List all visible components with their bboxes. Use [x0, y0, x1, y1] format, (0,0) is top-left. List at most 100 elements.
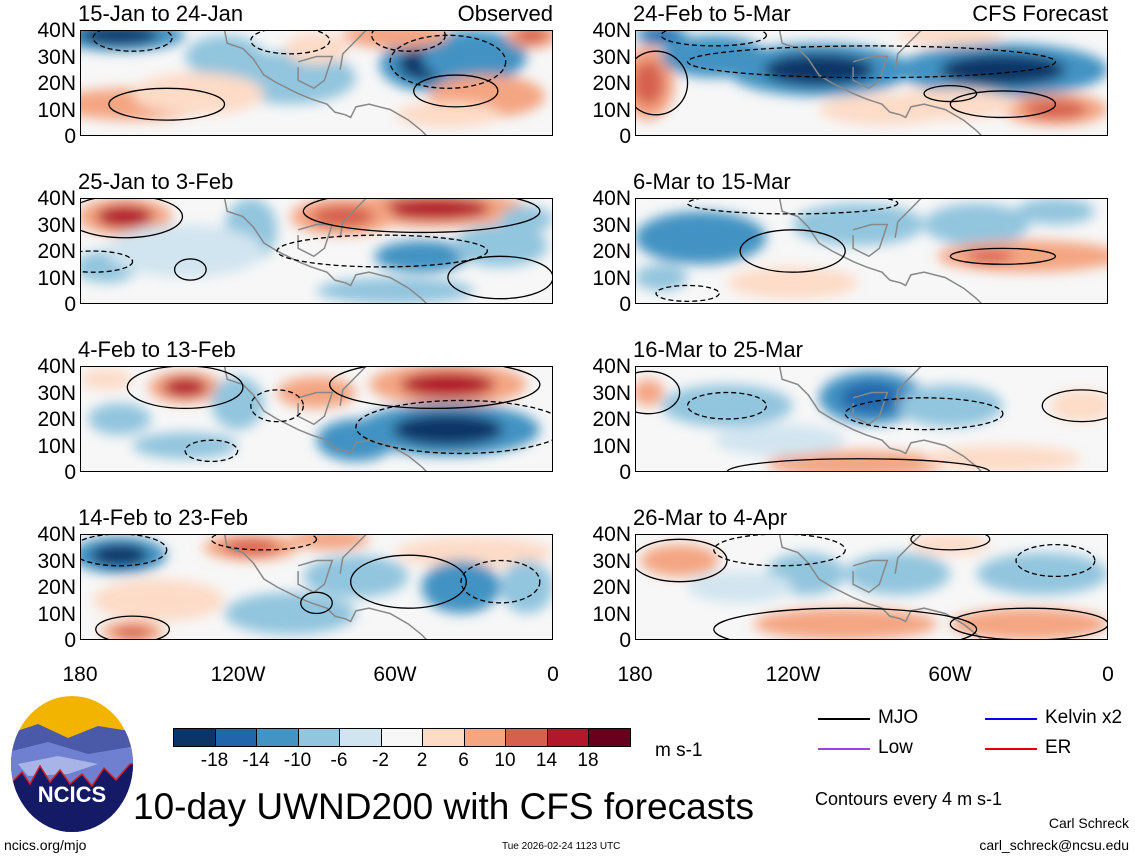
anomaly-shading [910, 534, 990, 556]
lat-label: 10N [37, 266, 76, 290]
lat-label: 0 [619, 629, 631, 652]
lon-label: 0 [547, 663, 559, 686]
anomaly-shading [163, 377, 208, 397]
anomaly-shading [766, 450, 951, 472]
colorbar-units: m s-1 [655, 740, 703, 761]
lat-label: 0 [64, 293, 76, 316]
mjo-contour [660, 30, 768, 47]
map-panel [80, 30, 553, 136]
mjo-contour [686, 391, 768, 420]
mjo-contour [350, 554, 467, 609]
colorbar-label: -2 [372, 750, 389, 771]
anomaly-shading [661, 35, 767, 78]
coastline [297, 55, 334, 90]
coastline [894, 198, 923, 238]
mjo-contour [355, 399, 553, 455]
coastline [852, 223, 889, 258]
lat-label: 20N [592, 576, 631, 599]
colorbar-label: 6 [458, 750, 469, 771]
anomaly-shading [316, 419, 396, 462]
lat-label: 40N [592, 355, 631, 378]
mjo-contour [184, 439, 239, 463]
anomaly-shading [374, 240, 469, 273]
mjo-contour [635, 538, 728, 583]
anomaly-shading [80, 30, 159, 45]
legend-line-mjo [818, 718, 870, 720]
lat-label: 20N [37, 576, 76, 599]
ncics-logo: NCICS [11, 696, 133, 832]
anomaly-shading [924, 203, 1030, 246]
lat-label: 40N [592, 523, 631, 546]
anomaly-shading [1050, 389, 1108, 422]
lat-label: 30N [37, 45, 76, 69]
figure-title: 10-day UWND200 with CFS forecasts [133, 786, 754, 827]
mjo-contour [302, 198, 541, 234]
coastline [223, 198, 428, 304]
map-panel [635, 30, 1108, 136]
panel-title: 14-Feb to 23-Feb [78, 505, 248, 530]
anomaly-shading [897, 30, 1003, 46]
lat-label: 10N [37, 602, 76, 626]
colorbar-swatch [423, 729, 465, 746]
logo-text: NCICS [38, 782, 106, 807]
lat-label: 40N [37, 187, 76, 210]
panel-title: 15-Jan to 24-Jan [78, 1, 244, 26]
anomaly-shading [1016, 198, 1095, 225]
mjo-contour [1041, 389, 1108, 423]
anomaly-shading [106, 224, 264, 278]
colorbar-label: -14 [242, 750, 270, 771]
anomaly-shading [939, 53, 1066, 86]
colorbar-swatch [298, 729, 340, 746]
anomaly-shading [113, 625, 152, 639]
lat-label: 10N [37, 98, 76, 122]
coastline [223, 534, 428, 640]
colorbar-swatch [257, 729, 299, 746]
lat-label: 0 [64, 125, 76, 148]
colorbar-label: -6 [330, 750, 348, 771]
colorbar-label: 18 [577, 750, 599, 771]
lat-label: 20N [37, 72, 76, 95]
colorbar-swatch [506, 729, 548, 746]
mjo-contour [80, 250, 134, 273]
lat-label: 30N [592, 45, 631, 69]
anomaly-shading [453, 224, 548, 267]
panel-title: 16-Mar to 25-Mar [633, 337, 803, 362]
lat-label: 30N [37, 213, 76, 237]
anomaly-shading [500, 560, 553, 614]
panel-title: 26-Mar to 4-Apr [633, 505, 788, 530]
anomaly-shading [713, 424, 846, 457]
mjo-contour [250, 389, 305, 423]
lat-label: 40N [592, 19, 631, 42]
lat-label: 30N [37, 549, 76, 573]
lat-label: 20N [37, 408, 76, 431]
anomaly-shading [897, 384, 1003, 427]
lat-label: 0 [619, 125, 631, 148]
colorbar-swatch [464, 729, 506, 746]
anomaly-shading [645, 30, 678, 42]
lat-label: 20N [592, 72, 631, 95]
mjo-contour [300, 591, 333, 615]
coastline [339, 30, 368, 70]
anomaly-shading [516, 30, 548, 44]
mjo-contour [713, 534, 846, 567]
legend-line-low [818, 748, 870, 750]
coastline [297, 559, 334, 594]
coastline [894, 534, 923, 574]
anomaly-shading [687, 571, 793, 603]
lat-label: 40N [37, 19, 76, 42]
anomaly-shading [316, 277, 475, 304]
lat-label: 10N [592, 266, 631, 290]
email[interactable]: carl_schreck@ncsu.edu [979, 837, 1129, 853]
lat-label: 0 [64, 629, 76, 652]
site-link[interactable]: ncics.org/mjo [4, 837, 87, 853]
lat-label: 30N [592, 381, 631, 405]
lat-label: 10N [37, 434, 76, 458]
anomaly-shading [924, 445, 1082, 472]
lat-label: 30N [592, 549, 631, 573]
lat-label: 0 [619, 461, 631, 484]
map-panel [80, 366, 553, 472]
anomaly-shading [395, 101, 501, 129]
mjo-contour [80, 198, 184, 239]
anomaly-shading [224, 592, 356, 635]
anomaly-shading [379, 198, 490, 220]
